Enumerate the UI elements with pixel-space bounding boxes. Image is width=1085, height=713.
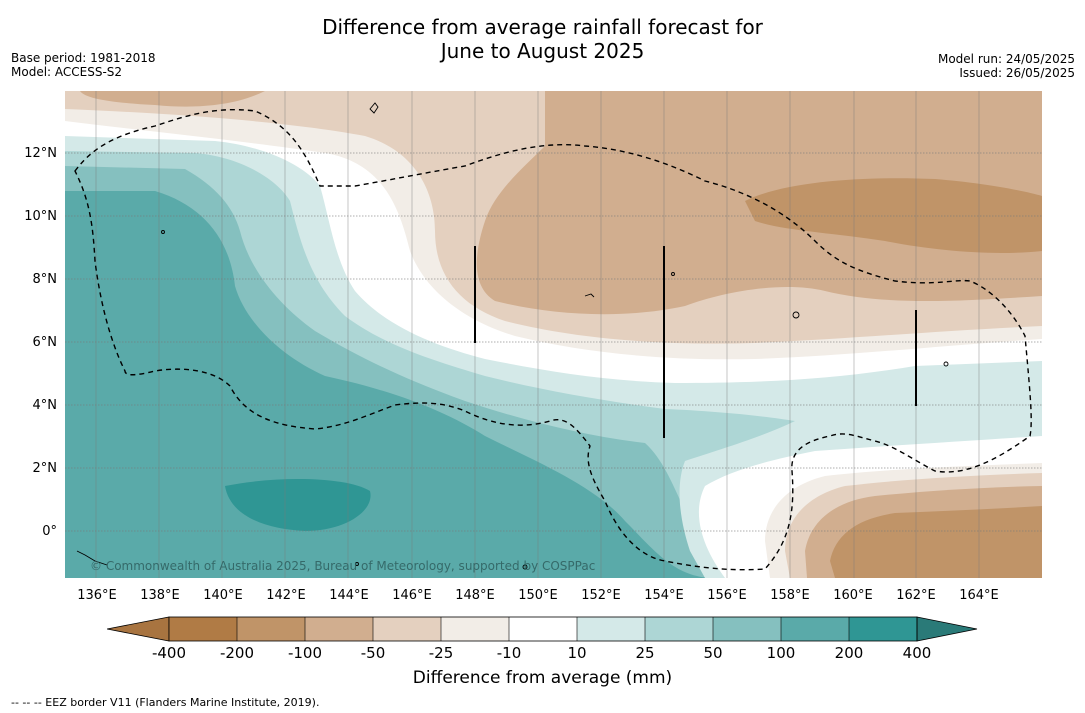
colorbar-swatch bbox=[577, 617, 645, 641]
x-tick-136e: 136°E bbox=[77, 588, 117, 603]
colorbar-swatch bbox=[645, 617, 713, 641]
colorbar-swatch bbox=[849, 617, 917, 641]
y-tick-0: 0° bbox=[42, 524, 57, 539]
x-tick-152e: 152°E bbox=[581, 588, 621, 603]
y-tick-10n: 10°N bbox=[24, 209, 57, 224]
colorbar-swatch bbox=[237, 617, 305, 641]
map-canvas bbox=[65, 91, 1042, 578]
colorbar-extend-low bbox=[107, 616, 170, 642]
colorbar-swatch bbox=[713, 617, 781, 641]
region-brown-100 bbox=[745, 178, 1042, 253]
y-tick-12n: 12°N bbox=[24, 146, 57, 161]
eez-footnote: -- -- -- EEZ border V11 (Flanders Marine… bbox=[11, 696, 320, 709]
colorbar-tick: 400 bbox=[902, 644, 932, 662]
marker-lines bbox=[474, 246, 917, 438]
model-run-label: Model run: 24/05/2025 bbox=[937, 52, 1075, 66]
colorbar-tick: 100 bbox=[766, 644, 796, 662]
x-tick-160e: 160°E bbox=[833, 588, 873, 603]
x-tick-154e: 154°E bbox=[644, 588, 684, 603]
y-tick-8n: 8°N bbox=[32, 272, 58, 287]
colorbar-tick: -10 bbox=[496, 644, 522, 662]
region-brown-50-north bbox=[80, 91, 265, 107]
colorbar-tick: -200 bbox=[219, 644, 255, 662]
x-tick-156e: 156°E bbox=[707, 588, 747, 603]
colorbar-swatch bbox=[305, 617, 373, 641]
grid-lat bbox=[65, 152, 1042, 532]
y-tick-2n: 2°N bbox=[32, 461, 58, 476]
eez-border bbox=[74, 108, 1032, 571]
x-tick-158e: 158°E bbox=[770, 588, 810, 603]
x-tick-140e: 140°E bbox=[203, 588, 243, 603]
region-teal-400 bbox=[225, 479, 371, 531]
colorbar-tick: 25 bbox=[635, 644, 655, 662]
colorbar-swatch bbox=[373, 617, 441, 641]
x-tick-148e: 148°E bbox=[455, 588, 495, 603]
region-brown-100-south bbox=[830, 506, 1042, 578]
colorbar-tick: -400 bbox=[151, 644, 187, 662]
rainfall-map: © Commonwealth of Australia 2025, Bureau… bbox=[65, 91, 1042, 578]
colorbar-tick: 200 bbox=[834, 644, 864, 662]
colorbar-extend-high bbox=[916, 616, 978, 642]
x-tick-164e: 164°E bbox=[959, 588, 999, 603]
colorbar-tick: -100 bbox=[287, 644, 323, 662]
colorbar-tick: 50 bbox=[703, 644, 723, 662]
colorbar bbox=[107, 616, 978, 642]
grid bbox=[95, 91, 980, 578]
x-tick-162e: 162°E bbox=[896, 588, 936, 603]
colorbar-tick: -25 bbox=[428, 644, 454, 662]
map-title-line2: June to August 2025 bbox=[440, 39, 645, 63]
colorbar-swatch bbox=[509, 617, 577, 641]
colorbar-tick: 10 bbox=[567, 644, 587, 662]
model-label: Model: ACCESS-S2 bbox=[11, 65, 123, 79]
y-tick-4n: 4°N bbox=[32, 398, 58, 413]
x-tick-146e: 146°E bbox=[392, 588, 432, 603]
colorbar-swatch bbox=[169, 617, 237, 641]
y-tick-6n: 6°N bbox=[32, 335, 58, 350]
colorbar-title: Difference from average (mm) bbox=[412, 668, 673, 688]
colorbar-swatch bbox=[441, 617, 509, 641]
x-tick-150e: 150°E bbox=[518, 588, 558, 603]
base-period-label: Base period: 1981-2018 bbox=[11, 51, 156, 65]
copyright-notice: © Commonwealth of Australia 2025, Bureau… bbox=[90, 559, 596, 573]
colorbar-swatch bbox=[781, 617, 849, 641]
map-title-line1: Difference from average rainfall forecas… bbox=[322, 15, 763, 39]
x-tick-142e: 142°E bbox=[266, 588, 306, 603]
colorbar-tick: -50 bbox=[360, 644, 386, 662]
islands bbox=[76, 102, 949, 570]
x-tick-144e: 144°E bbox=[329, 588, 369, 603]
issued-label: Issued: 26/05/2025 bbox=[959, 66, 1075, 80]
x-tick-138e: 138°E bbox=[140, 588, 180, 603]
